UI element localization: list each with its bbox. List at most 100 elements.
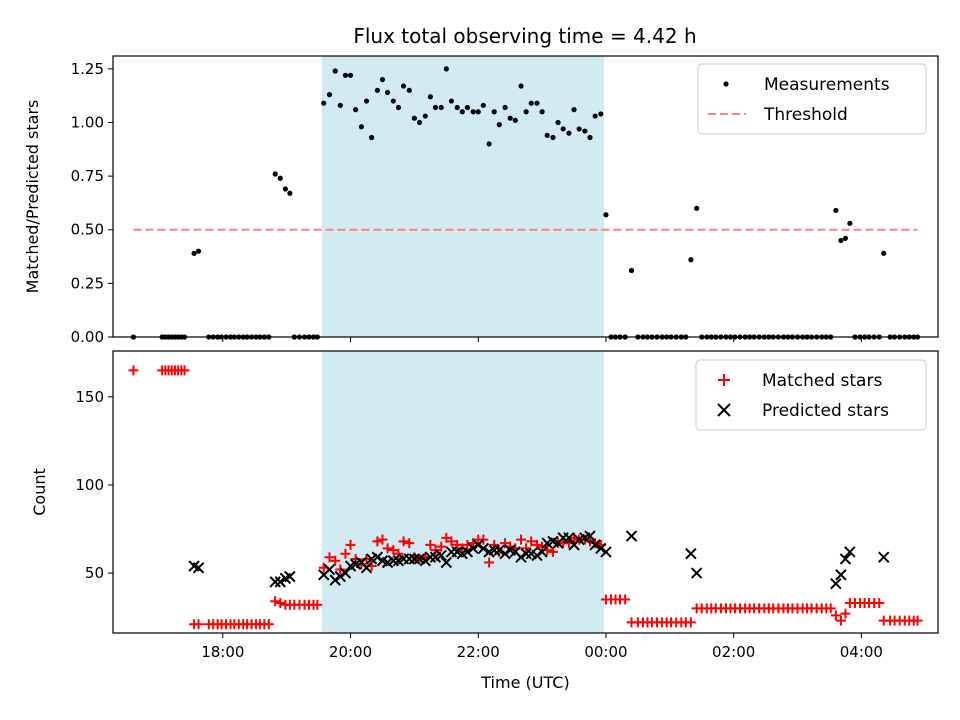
matched-stars-point	[324, 552, 335, 563]
matched-stars-point	[388, 545, 399, 556]
measurement-point	[400, 83, 407, 89]
matched-stars-point	[452, 539, 463, 550]
measurement-point	[390, 98, 396, 104]
measurement-point	[427, 94, 433, 100]
matched-stars-point	[330, 555, 341, 566]
series-predicted-stars	[188, 530, 890, 590]
measurement-point	[587, 134, 593, 141]
matched-stars-point	[537, 541, 548, 552]
predicted-stars-point	[595, 542, 607, 555]
predicted-stars-point	[493, 544, 506, 556]
measurement-point	[287, 190, 293, 196]
predicted-stars-point	[515, 551, 527, 563]
measurement-point	[374, 87, 380, 93]
measurement-point	[337, 102, 343, 108]
measurement-point	[842, 235, 849, 241]
measurement-point	[694, 205, 700, 211]
measurement-point	[838, 237, 844, 244]
measurement-point	[282, 186, 289, 192]
chart-title: Flux total observing time = 4.42 h	[353, 24, 696, 48]
predicted-stars-point	[192, 562, 205, 574]
x-tick-label: 18:00	[201, 643, 244, 661]
matched-stars-point	[446, 536, 457, 547]
predicted-stars-point	[499, 547, 511, 560]
matched-stars-point	[516, 534, 527, 545]
measurement-point	[881, 250, 887, 256]
y-tick-label: 150	[75, 388, 104, 406]
predicted-stars-point	[371, 551, 384, 563]
legend-label: Measurements	[764, 75, 890, 95]
legend-label: Threshold	[763, 105, 848, 125]
legend-box	[695, 359, 927, 431]
legend-label: Predicted stars	[762, 401, 889, 421]
matched-stars-point	[441, 532, 452, 543]
y-tick-label: 0.25	[71, 274, 104, 292]
measurement-point	[454, 104, 460, 111]
predicted-stars-point	[435, 549, 447, 562]
matched-stars-point	[425, 539, 436, 550]
observing-window-shade	[321, 351, 605, 633]
measurement-point	[486, 141, 492, 147]
measurement-point	[363, 98, 370, 104]
measurement-point	[833, 207, 839, 214]
x-tick-label: 22:00	[457, 643, 500, 661]
matched-stars-point	[179, 365, 190, 376]
predicted-stars-point	[269, 576, 281, 588]
measurement-point	[496, 122, 502, 128]
y-tick-label: 0.00	[71, 328, 104, 346]
legend-dot-swatch	[723, 81, 729, 87]
y-axis-label: Matched/Predicted stars	[23, 100, 42, 294]
measurement-point	[448, 98, 455, 104]
matched-stars-point	[356, 559, 367, 570]
predicted-stars-point	[424, 551, 437, 563]
measurement-point	[491, 109, 497, 115]
matched-stars-point	[547, 546, 558, 557]
predicted-stars-point	[387, 555, 400, 567]
matched-stars-point	[874, 598, 885, 609]
measurement-point	[598, 111, 604, 117]
measurement-point	[195, 248, 202, 254]
legend: Measurements Threshold	[697, 63, 927, 135]
measurement-point	[507, 115, 513, 121]
measurement-point	[369, 134, 375, 141]
predicted-stars-point	[403, 553, 415, 565]
matched-stars-point	[382, 543, 393, 554]
matched-stars-point	[912, 615, 923, 626]
x-axis-label: Time (UTC)	[480, 673, 569, 692]
measurement-point	[459, 109, 465, 115]
matched-stars-point	[830, 610, 841, 621]
y-axis-label: Count	[30, 468, 49, 516]
measurement-point	[443, 66, 449, 72]
legend-plus-swatch	[718, 374, 730, 386]
measurement-point	[592, 113, 598, 119]
measurement-point	[353, 107, 359, 113]
measurement-point	[416, 119, 423, 126]
matched-stars-point	[526, 536, 537, 547]
predicted-stars-point	[472, 539, 484, 551]
measurement-point	[550, 134, 556, 141]
predicted-stars-point	[830, 577, 842, 590]
measurement-point	[384, 89, 391, 96]
measurement-point	[432, 104, 439, 111]
measurement-point	[191, 250, 197, 256]
predicted-stars-point	[408, 553, 421, 565]
legend-label: Matched stars	[762, 371, 882, 391]
matched-stars-point	[457, 543, 468, 554]
predicted-stars-point	[477, 542, 490, 555]
measurement-point	[560, 126, 566, 132]
axes-frame	[112, 55, 939, 338]
predicted-stars-point	[536, 546, 548, 558]
measurement-point	[480, 102, 486, 108]
x-tick-label: 00:00	[584, 643, 627, 661]
measurement-point	[523, 109, 529, 115]
measurement-point	[576, 126, 582, 132]
y-tick-label: 0.50	[71, 221, 104, 239]
predicted-stars-point	[685, 547, 697, 560]
predicted-stars-point	[531, 549, 543, 562]
x-tick-label: 20:00	[329, 643, 372, 661]
x-tick-label: 04:00	[840, 643, 883, 661]
predicted-stars-point	[360, 562, 373, 574]
predicted-stars-point	[284, 570, 296, 583]
measurement-point	[544, 132, 550, 138]
